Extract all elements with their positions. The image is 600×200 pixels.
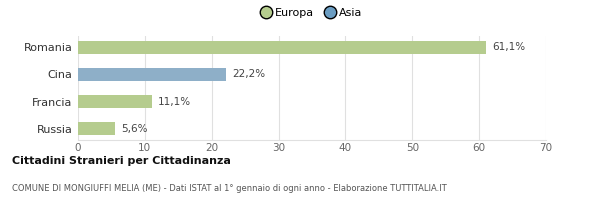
Bar [78, 68, 226, 81]
Text: 22,2%: 22,2% [232, 69, 265, 79]
Legend: Europa, Asia: Europa, Asia [257, 3, 367, 22]
Text: 61,1%: 61,1% [492, 42, 525, 52]
Bar [78, 41, 487, 54]
Bar [78, 95, 152, 108]
Text: COMUNE DI MONGIUFFI MELIA (ME) - Dati ISTAT al 1° gennaio di ogni anno - Elabora: COMUNE DI MONGIUFFI MELIA (ME) - Dati IS… [12, 184, 447, 193]
Text: 11,1%: 11,1% [158, 97, 191, 107]
Text: 5,6%: 5,6% [121, 124, 147, 134]
Text: Cittadini Stranieri per Cittadinanza: Cittadini Stranieri per Cittadinanza [12, 156, 231, 166]
Bar [78, 122, 115, 135]
